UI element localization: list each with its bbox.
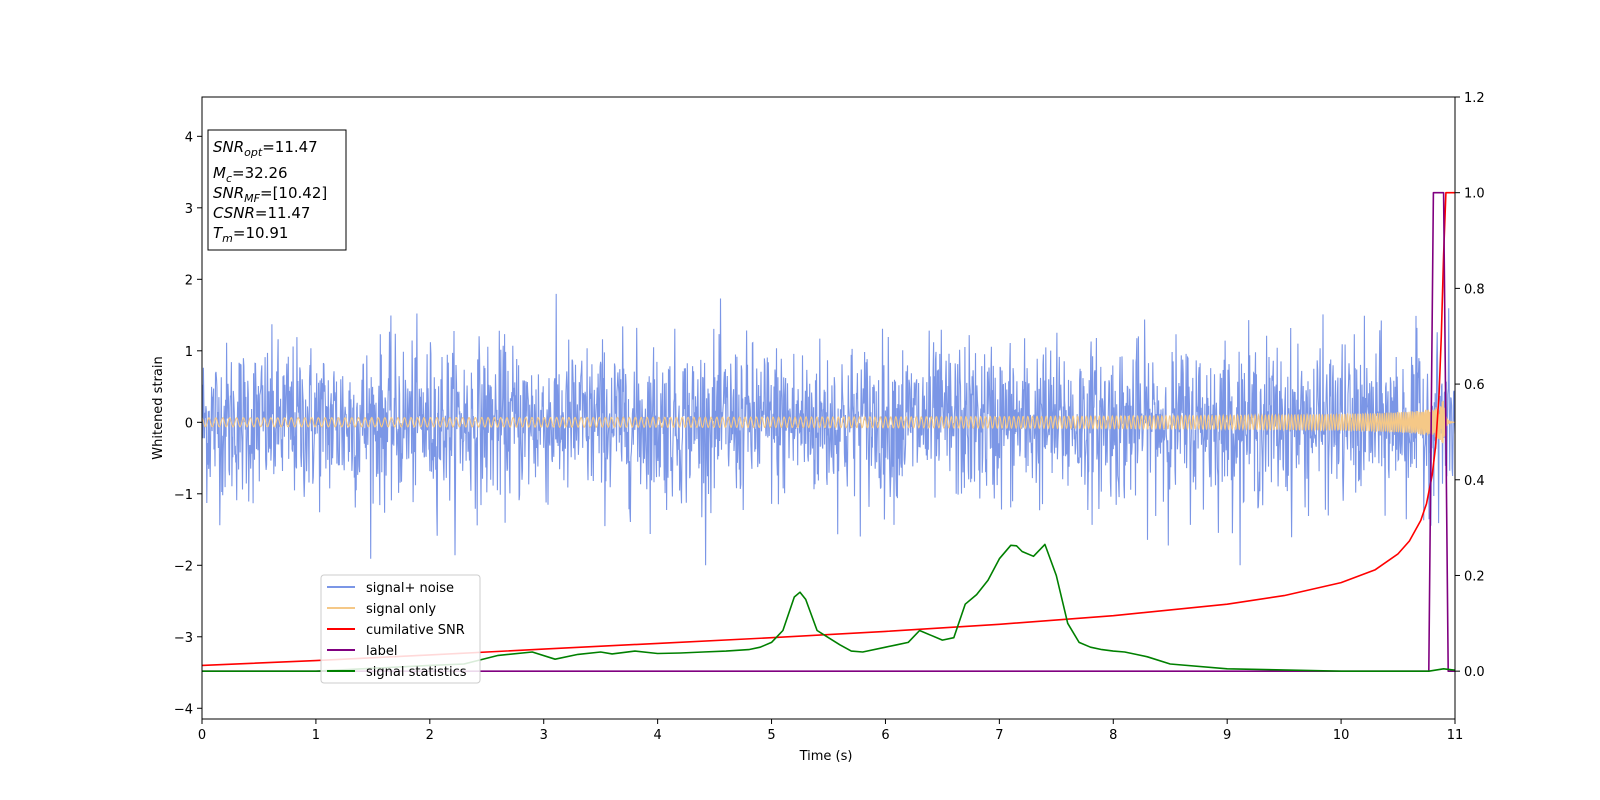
x-tick-label: 10 [1333,728,1350,743]
y-left-tick-label: −4 [174,702,193,717]
legend-frame [320,574,481,684]
series-line-label [202,191,1455,672]
y-left-tick-label: 1 [185,345,193,360]
x-tick-label: 1 [312,728,320,743]
info-box-line: CSNR=11.47 [213,204,310,222]
legend-label: cumilative SNR [366,623,465,638]
series-line-signal-statistics [202,543,1455,672]
info-box-line: SNRMF=[10.42] [213,184,327,205]
y-axis-right: 1.2 1.0 0.8 0.6 0.4 0.2 0.0 [1455,91,1485,680]
plot-frame [201,96,1456,720]
info-box: SNRopt=11.47 Mc=32.26SNRMF=[10.42]CSNR=11… [207,129,347,251]
x-axis: 0 1 2 3 4 5 6 7 8 9 10 11 [198,719,1463,743]
x-tick-label: 6 [881,728,889,743]
info-box-line: Mc=32.26 [213,164,288,185]
y-right-tick-label: 1.2 [1464,91,1485,106]
legend-label: signal only [366,602,436,617]
y-right-tick-label: 0.0 [1464,665,1485,680]
x-axis-label: Time (s) [799,749,853,764]
y-axis-left: 4 3 2 1 0 −1 −2 −3 −4 [174,130,202,717]
x-tick-label: 5 [767,728,775,743]
x-tick-label: 8 [1109,728,1117,743]
series-layer [202,191,1455,672]
info-box-line: SNRopt=11.47 [213,138,318,159]
legend-label: signal+ noise [366,581,454,596]
x-tick-label: 0 [198,728,206,743]
x-tick-label: 9 [1223,728,1231,743]
y-left-tick-label: 3 [185,202,193,217]
y-left-tick-label: −2 [174,559,193,574]
x-tick-label: 11 [1447,728,1464,743]
series-line-cumilative-snr [202,191,1455,667]
y-left-tick-label: −3 [174,631,193,646]
x-tick-label: 2 [426,728,434,743]
y-left-tick-label: 4 [185,130,193,145]
legend-label: signal statistics [366,665,467,680]
y-left-tick-label: 2 [185,273,193,288]
series-line-signal-noise [202,293,1455,566]
x-tick-label: 7 [995,728,1003,743]
legend: signal+ noise signal only cumilative SNR la… [320,574,481,684]
y-right-tick-label: 1.0 [1464,187,1485,202]
x-tick-label: 3 [540,728,548,743]
y-left-tick-label: 0 [185,416,193,431]
y-right-tick-label: 0.8 [1464,282,1485,297]
series-line-signal-only [202,400,1455,444]
y-right-tick-label: 0.6 [1464,378,1485,393]
info-box-frame [207,129,347,251]
y-axis-label: Whitened strain [151,356,166,459]
y-right-tick-label: 0.4 [1464,474,1485,489]
y-right-tick-label: 0.2 [1464,569,1485,584]
legend-label: label [366,644,397,659]
y-left-tick-label: −1 [174,488,193,503]
info-box-line: Tm=10.91 [213,224,288,245]
x-tick-label: 4 [653,728,661,743]
